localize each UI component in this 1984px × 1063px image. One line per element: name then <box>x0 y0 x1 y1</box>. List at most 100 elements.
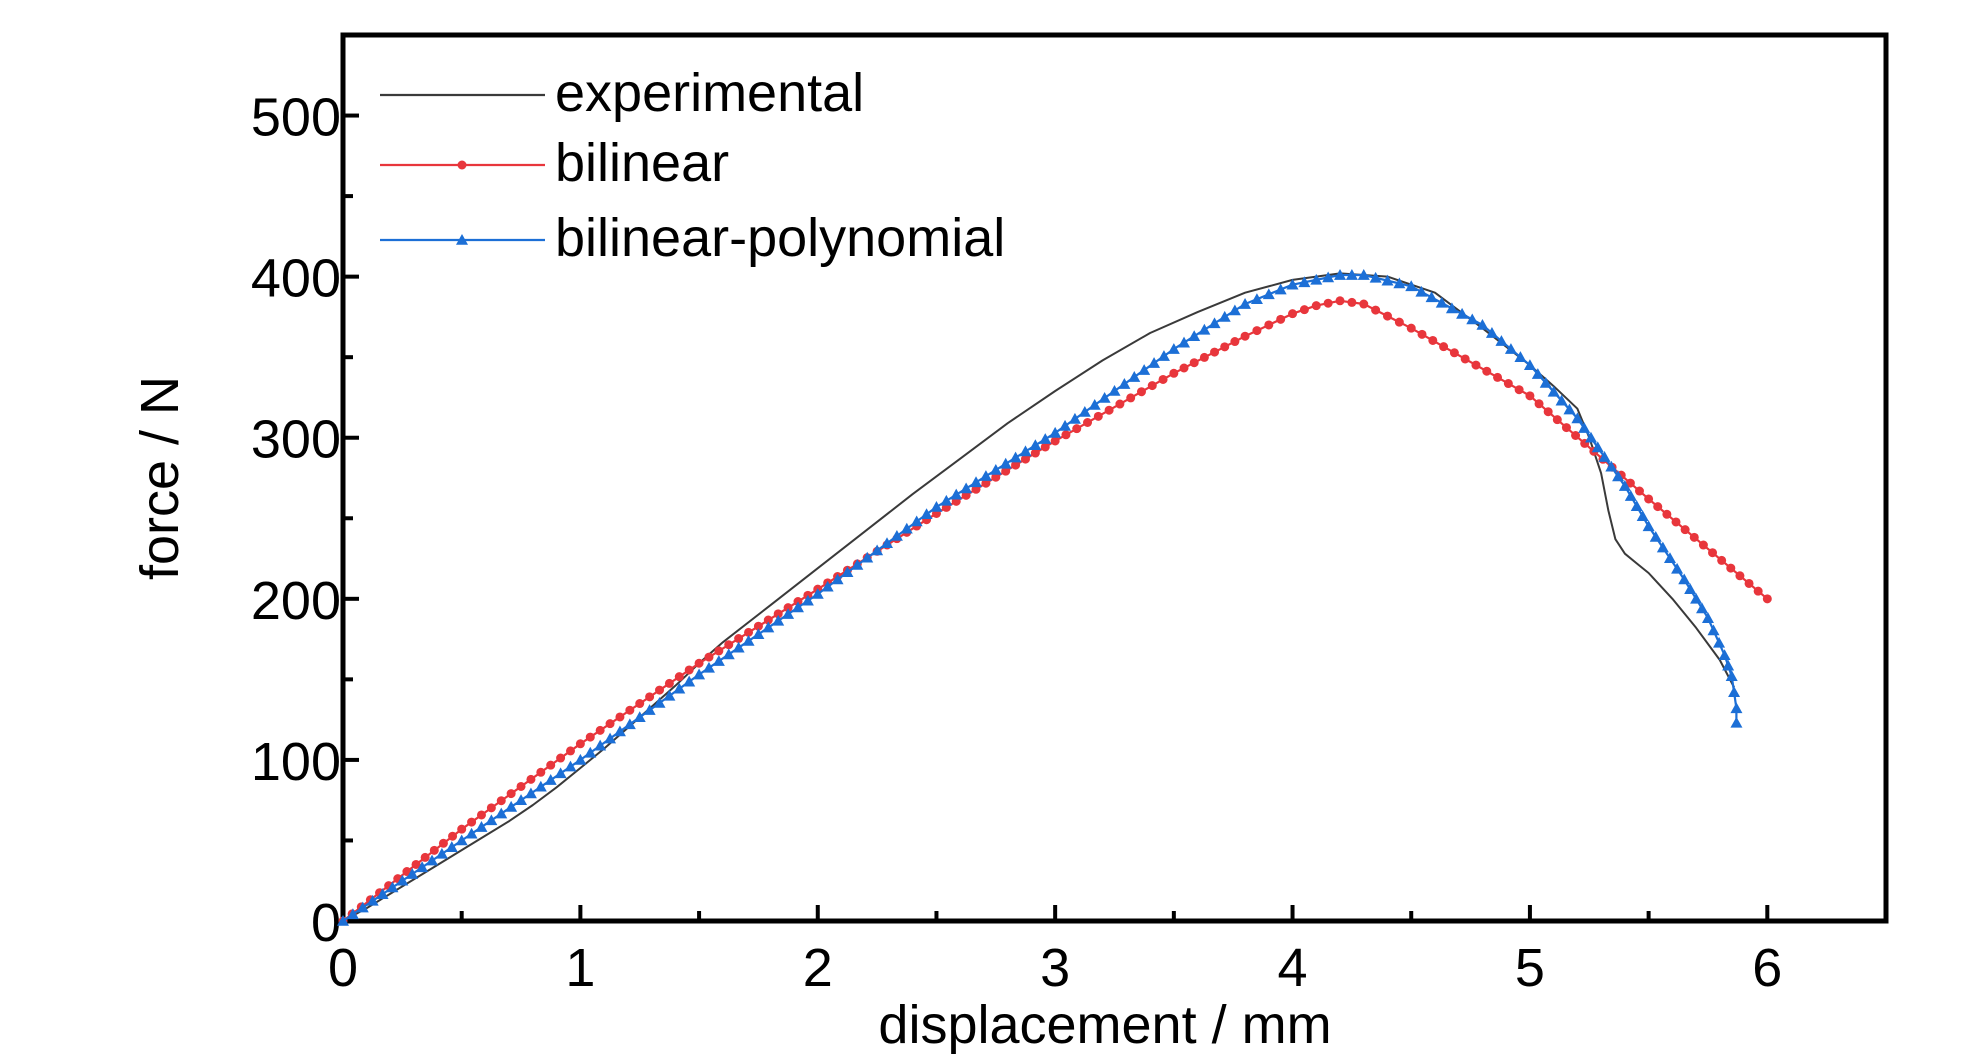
data-point <box>783 603 793 613</box>
data-point <box>1708 548 1718 558</box>
data-point <box>732 641 745 653</box>
data-point <box>1696 602 1709 614</box>
data-point <box>1298 276 1311 288</box>
data-point <box>1158 374 1168 384</box>
data-point <box>1167 343 1180 354</box>
y-tick-label: 500 <box>251 88 341 148</box>
data-point <box>773 609 783 619</box>
data-point <box>1147 381 1157 391</box>
data-point <box>1108 385 1121 396</box>
data-point <box>762 621 775 633</box>
data-point <box>1523 359 1536 371</box>
data-point <box>1359 299 1369 309</box>
data-point <box>663 689 676 701</box>
data-point <box>999 457 1012 469</box>
data-point <box>712 655 725 666</box>
y-tick-label: 200 <box>251 571 341 631</box>
data-point <box>406 868 419 879</box>
data-point <box>744 627 754 637</box>
data-point <box>366 894 379 906</box>
data-point <box>1701 612 1714 623</box>
data-point <box>448 831 458 841</box>
data-point <box>1552 415 1562 425</box>
data-point <box>1425 291 1438 303</box>
data-point <box>1115 399 1125 409</box>
data-point <box>1571 430 1581 440</box>
data-point <box>900 522 913 534</box>
data-point <box>1466 313 1479 325</box>
data-point <box>1439 342 1449 352</box>
data-point <box>1690 592 1703 604</box>
data-point <box>1547 385 1560 397</box>
data-point <box>724 640 734 650</box>
legend-label: bilinear-polynomial <box>555 208 1005 268</box>
data-point <box>1630 500 1643 511</box>
plot-frame <box>340 32 1889 924</box>
data-point <box>1208 317 1221 329</box>
data-point <box>1001 466 1011 476</box>
data-point <box>1310 273 1323 285</box>
series-line-experimental <box>342 272 1735 922</box>
data-point <box>1644 494 1654 504</box>
data-point <box>1252 326 1262 336</box>
data-point <box>1730 702 1743 714</box>
data-point <box>1612 470 1625 482</box>
data-point <box>1713 636 1726 648</box>
data-point <box>1493 372 1503 382</box>
data-point <box>791 601 804 613</box>
data-point <box>1684 583 1697 594</box>
data-point <box>841 566 854 578</box>
data-point <box>1138 364 1151 375</box>
data-point <box>694 658 704 668</box>
data-point <box>1039 433 1052 444</box>
data-point <box>1649 530 1662 542</box>
data-point <box>625 705 635 715</box>
data-point <box>930 500 943 512</box>
data-point <box>1445 302 1458 314</box>
data-point <box>1157 350 1170 361</box>
data-point <box>655 685 665 695</box>
data-point <box>851 558 864 570</box>
data-point <box>1503 379 1513 389</box>
data-point <box>1128 371 1141 382</box>
data-point <box>1264 320 1274 330</box>
data-point <box>1083 417 1093 427</box>
data-point <box>1726 563 1736 573</box>
data-point <box>564 760 577 772</box>
data-point <box>585 732 595 742</box>
data-point <box>881 537 894 549</box>
data-point <box>1020 454 1030 464</box>
data-point <box>1678 573 1691 585</box>
data-point <box>861 551 874 563</box>
data-point <box>1531 368 1544 379</box>
data-point <box>1636 510 1649 522</box>
x-axis-title: displacement / mm <box>878 995 1331 1055</box>
data-point <box>722 648 735 660</box>
data-point <box>1345 269 1358 280</box>
data-point <box>1098 391 1111 403</box>
legend-marker <box>456 234 468 245</box>
data-point <box>674 672 684 682</box>
data-point <box>429 845 439 855</box>
data-point <box>386 881 399 893</box>
data-point <box>1762 594 1772 604</box>
data-point <box>1539 376 1552 388</box>
data-point <box>337 915 349 926</box>
data-point <box>683 675 696 687</box>
data-point <box>811 587 824 599</box>
data-point <box>693 668 706 680</box>
data-point <box>544 774 557 785</box>
data-point <box>1394 317 1404 327</box>
data-point <box>960 482 973 494</box>
data-point <box>1393 277 1406 289</box>
data-point <box>1148 357 1161 368</box>
data-point <box>1415 285 1428 297</box>
data-point <box>1476 318 1489 330</box>
data-point <box>1093 411 1103 421</box>
data-point <box>1405 280 1418 292</box>
data-point <box>1029 439 1042 451</box>
data-point <box>536 767 546 777</box>
data-point <box>1276 314 1286 324</box>
data-point <box>1381 274 1394 286</box>
